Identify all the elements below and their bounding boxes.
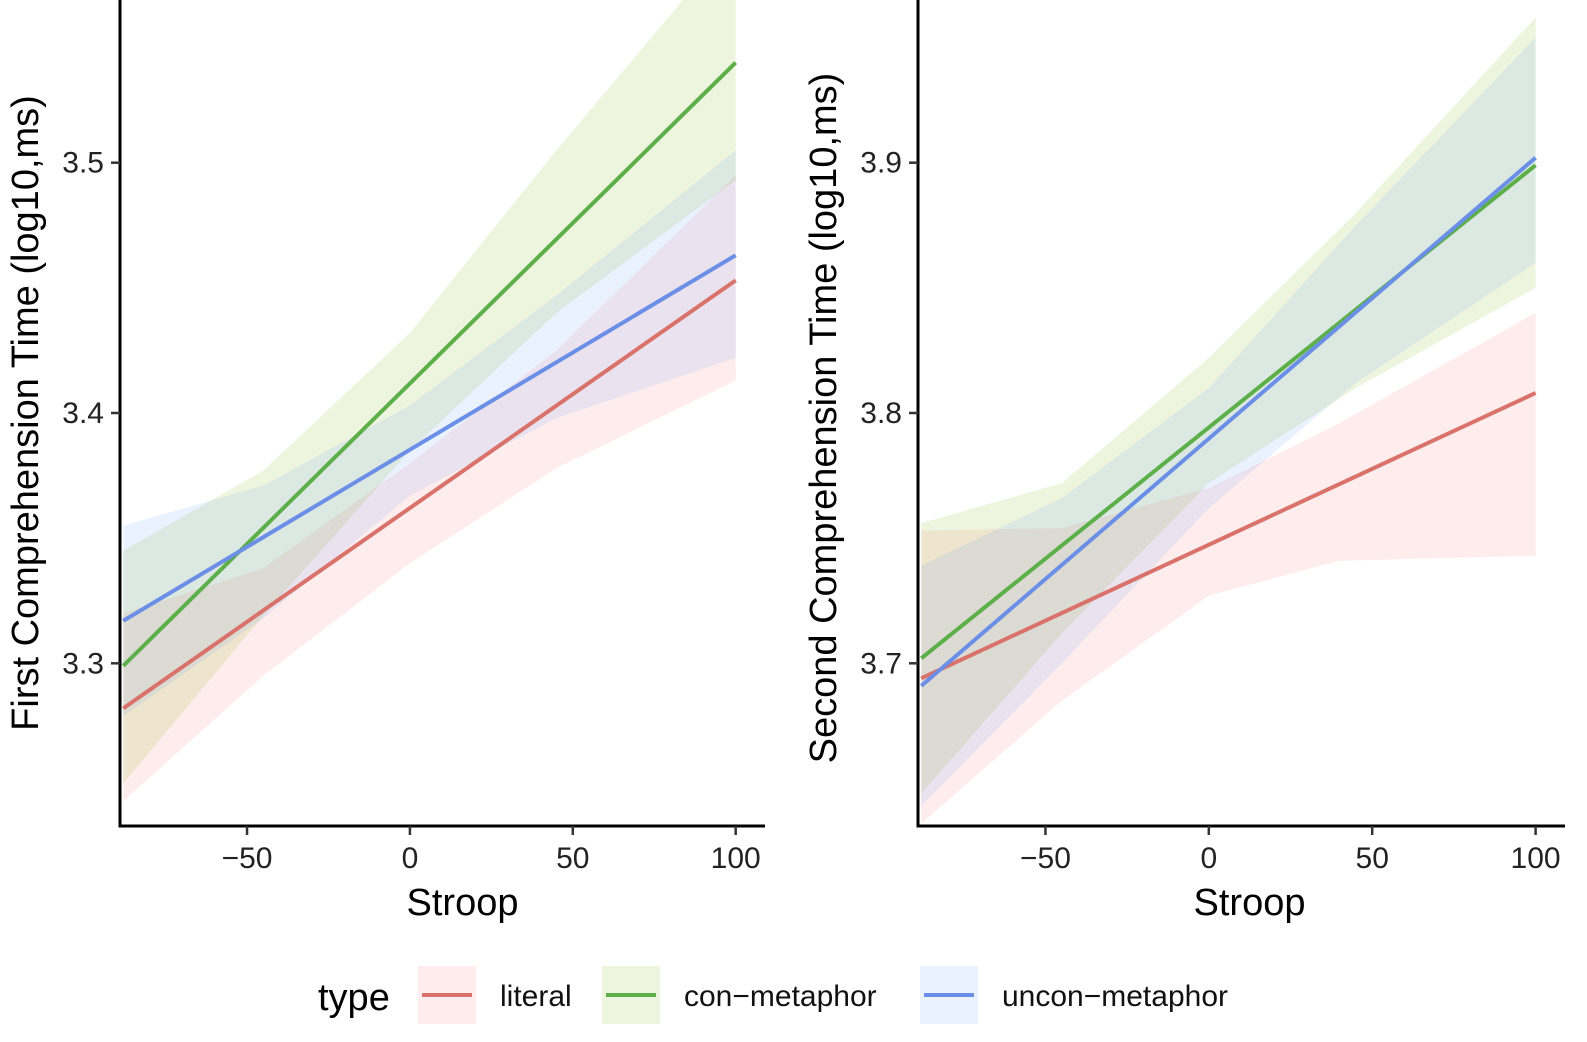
x-tick-label: 50 bbox=[556, 842, 589, 875]
legend-label: literal bbox=[500, 980, 572, 1013]
confidence-band-con-metaphor bbox=[123, 0, 736, 784]
x-axis-title: Stroop bbox=[1194, 882, 1306, 924]
confidence-band-con-metaphor bbox=[921, 17, 1536, 794]
legend-item-con-metaphor: con−metaphor bbox=[602, 966, 877, 1024]
legend-label: uncon−metaphor bbox=[1002, 980, 1228, 1013]
x-tick-label: 100 bbox=[711, 842, 761, 875]
y-tick-label: 3.9 bbox=[860, 147, 902, 180]
regression-line-uncon-metaphor bbox=[122, 253, 737, 623]
panel-first-comprehension: −50 0 50 100 3.3 3.4 3.5 Stroop First Comprehens… bbox=[5, 0, 765, 924]
confidence-band-literal bbox=[123, 175, 736, 801]
regression-line-con-metaphor bbox=[121, 61, 738, 668]
panel-second-comprehension: −50 0 50 100 3.7 3.8 3.9 Stroop Second Comprehen… bbox=[803, 0, 1565, 924]
y-axis-title: First Comprehension Time (log10,ms) bbox=[5, 95, 47, 731]
regression-line-literal bbox=[122, 278, 737, 710]
y-tick-label: 3.3 bbox=[62, 647, 104, 680]
y-tick-label: 3.8 bbox=[860, 397, 902, 430]
y-tick-label: 3.4 bbox=[62, 397, 104, 430]
legend-item-uncon-metaphor: uncon−metaphor bbox=[920, 966, 1228, 1024]
x-tick-label: −50 bbox=[222, 842, 273, 875]
legend: type literal con−metaphor uncon−metaphor bbox=[318, 966, 1228, 1024]
regression-line-uncon-metaphor bbox=[919, 156, 1537, 688]
x-tick-label: 50 bbox=[1356, 842, 1389, 875]
y-axis-title: Second Comprehension Time (log10,ms) bbox=[803, 73, 845, 764]
legend-item-literal: literal bbox=[418, 966, 572, 1024]
x-tick-label: 0 bbox=[402, 842, 419, 875]
y-tick-label: 3.5 bbox=[62, 147, 104, 180]
confidence-band-literal bbox=[921, 312, 1536, 824]
plot-area bbox=[121, 0, 738, 801]
plot-area bbox=[919, 17, 1537, 824]
x-tick-label: 0 bbox=[1200, 842, 1217, 875]
legend-title: type bbox=[318, 977, 390, 1019]
x-tick-label: −50 bbox=[1020, 842, 1071, 875]
y-tick-label: 3.7 bbox=[860, 647, 902, 680]
legend-label: con−metaphor bbox=[684, 980, 877, 1013]
x-tick-label: 100 bbox=[1511, 842, 1561, 875]
confidence-band-uncon-metaphor bbox=[123, 150, 736, 716]
regression-line-literal bbox=[920, 391, 1537, 681]
x-axis-title: Stroop bbox=[407, 882, 519, 924]
